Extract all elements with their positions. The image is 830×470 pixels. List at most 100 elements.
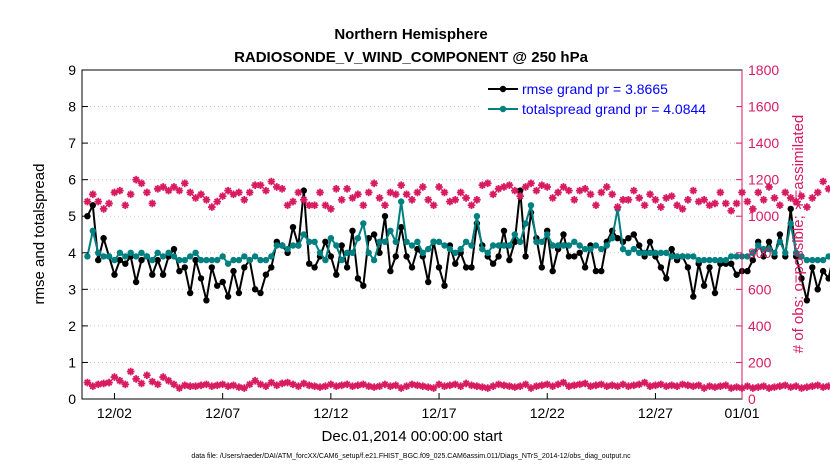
obs-possible-marker [337,381,346,390]
rmse-point [489,260,497,267]
obs-assimilated-marker [89,190,97,199]
obs-assimilated-marker [245,188,254,197]
totalspread-point [473,213,481,220]
obs-assimilated-marker [711,199,719,208]
totalspread-point [717,256,724,264]
totalspread-point [89,227,97,234]
obs-assimilated-marker [218,192,227,200]
obs-assimilated-marker [781,188,790,197]
totalspread-point [435,238,443,245]
obs-possible-marker [586,382,595,391]
rmse-point [138,256,145,264]
obs-assimilated-marker [105,199,113,208]
obs-assimilated-marker [543,183,552,191]
rmse-point [700,282,708,289]
obs-possible-marker [272,381,281,390]
obs-assimilated-marker [110,188,119,197]
totalspread-point [224,260,232,267]
obs-assimilated-marker [424,195,433,204]
obs-possible-marker [608,381,616,390]
obs-assimilated-marker [592,201,600,210]
obs-possible-marker [808,382,817,391]
totalspread-point [257,256,264,264]
totalspread-point [684,253,692,260]
obs-possible-marker [483,384,492,392]
obs-assimilated-marker [267,177,276,186]
totalspread-point [646,249,654,256]
obs-assimilated-marker [408,195,416,204]
obs-possible-marker [819,383,827,391]
totalspread-point [641,249,648,256]
rmse-point [100,235,107,242]
obs-possible-marker [538,381,546,390]
rmse-point [598,267,605,275]
obs-assimilated-marker [646,190,654,199]
totalspread-point [803,256,811,264]
obs-assimilated-marker [494,185,503,193]
rmse-point [506,256,513,264]
totalspread-point [517,238,524,245]
axis-ticks: 0 1 2 3 4 5 6 7 8 9 0 200 400 600 800 1000 1200 1400 1600 1… [68,62,779,421]
obs-assimilated-marker [251,181,259,189]
obs-possible-marker [381,380,389,389]
obs-assimilated-marker [354,190,362,199]
obs-assimilated-marker [435,183,443,191]
obs-possible-marker [208,382,216,391]
totalspread-point [273,242,280,249]
totalspread-point [181,256,188,264]
totalspread-point [668,253,675,260]
totalspread-point [581,245,589,253]
rmse-point [809,264,816,271]
obs-possible-marker [640,378,649,387]
totalspread-point [749,249,756,256]
obs-possible-marker [137,379,146,388]
rmse-point [571,253,578,260]
obs-possible-marker [570,381,579,390]
rmse-point [381,213,389,220]
obs-assimilated-marker [462,194,470,202]
totalspread-point [446,245,454,253]
rmse-point [468,264,475,271]
obs-possible-marker [175,384,184,392]
obs-assimilated-marker [824,185,830,193]
obs-assimilated-marker [559,183,568,191]
obs-assimilated-marker [630,186,638,195]
rmse-point [749,256,756,264]
obs-assimilated-marker [316,188,324,197]
obs-possible-marker [289,380,297,389]
obs-assimilated-marker [602,183,611,191]
totalspread-point [214,256,221,264]
obs-assimilated-marker [619,195,627,204]
totalspread-point [787,220,794,227]
y-tick-label: 1 [68,354,76,370]
obs-assimilated-marker [375,194,384,202]
x-tick-label: 12/22 [530,405,565,421]
rmse-point [819,267,827,275]
totalspread-point [500,242,508,249]
rmse-point [111,271,118,278]
obs-possible-marker [824,382,830,391]
totalspread-point [122,253,129,260]
obs-assimilated-marker [159,183,167,191]
rmse-point [154,256,161,264]
obs-possible-marker [213,381,222,390]
rmse-point [549,267,556,275]
obs-assimilated-marker [224,186,232,195]
totalspread-point [289,242,297,249]
totalspread-point [208,256,215,264]
obs-possible-marker [116,376,124,385]
rmse-point [511,238,518,245]
obs-possible-marker [110,373,119,381]
obs-possible-marker [180,381,189,390]
obs-possible-marker [527,384,535,392]
obs-assimilated-marker [262,186,270,195]
rmse-point [565,253,573,260]
obs-assimilated-marker [272,183,281,191]
obs-possible-marker [327,380,335,389]
obs-possible-marker [121,380,130,389]
x-tick-label: 12/17 [422,405,457,421]
obs-assimilated-marker [370,179,378,188]
rmse-point [122,260,129,267]
x-tick-label: 01/01 [724,405,759,421]
obs-possible-marker [684,381,692,390]
